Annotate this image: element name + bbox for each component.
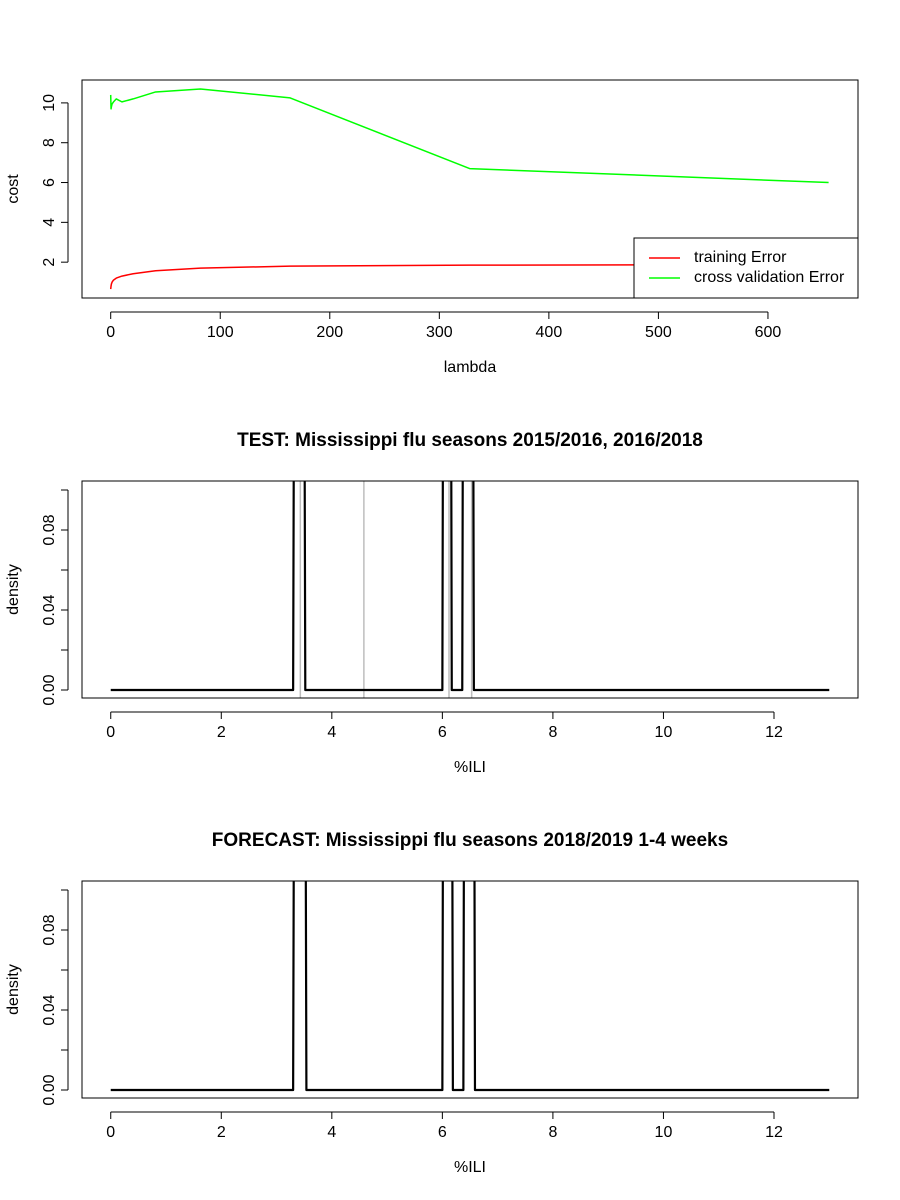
plot-frame <box>81 880 859 1099</box>
y-tick-label: 4 <box>41 218 58 227</box>
y-tick-label: 0.00 <box>41 1074 58 1105</box>
x-tick-label: 600 <box>755 324 782 341</box>
x-tick-label: 6 <box>438 724 447 741</box>
plot-frame <box>81 480 859 699</box>
chart-title: FORECAST: Mississippi flu seasons 2018/2… <box>212 830 728 851</box>
x-tick-label: 8 <box>548 1124 557 1141</box>
legend-label: training Error <box>694 249 787 266</box>
x-tick-label: 10 <box>655 724 673 741</box>
x-axis-label: %ILI <box>454 759 486 776</box>
y-tick-label: 0.08 <box>41 514 58 545</box>
series-line <box>109 88 829 184</box>
x-tick-label: 200 <box>316 324 343 341</box>
x-tick-label: 400 <box>536 324 563 341</box>
y-axis-label: density <box>5 564 22 615</box>
x-axis-label: lambda <box>444 359 497 376</box>
y-tick-label: 0.00 <box>41 674 58 705</box>
x-tick-label: 0 <box>106 1124 115 1141</box>
y-axis-label: cost <box>5 174 22 204</box>
x-tick-label: 12 <box>765 1124 783 1141</box>
x-tick-label: 4 <box>327 724 336 741</box>
series-line <box>109 263 829 290</box>
x-tick-label: 2 <box>217 724 226 741</box>
x-tick-label: 300 <box>426 324 453 341</box>
plot-frame <box>81 79 859 299</box>
x-tick-label: 8 <box>548 724 557 741</box>
x-tick-label: 500 <box>645 324 672 341</box>
x-tick-label: 100 <box>207 324 234 341</box>
y-tick-label: 0.04 <box>41 994 58 1025</box>
y-tick-label: 0.04 <box>41 594 58 625</box>
y-tick-label: 2 <box>41 258 58 267</box>
x-tick-label: 2 <box>217 1124 226 1141</box>
legend-box <box>633 237 859 299</box>
x-tick-label: 12 <box>765 724 783 741</box>
x-axis-label: %ILI <box>454 1159 486 1176</box>
chart-title: TEST: Mississippi flu seasons 2015/2016,… <box>237 430 703 451</box>
legend-label: cross validation Error <box>694 269 845 286</box>
y-axis-label: density <box>5 964 22 1015</box>
x-tick-label: 4 <box>327 1124 336 1141</box>
x-tick-label: 0 <box>106 324 115 341</box>
x-tick-label: 6 <box>438 1124 447 1141</box>
x-tick-label: 0 <box>106 724 115 741</box>
series-line <box>110 481 830 692</box>
x-tick-label: 10 <box>655 1124 673 1141</box>
y-tick-label: 6 <box>41 178 58 187</box>
y-tick-label: 0.08 <box>41 914 58 945</box>
y-tick-label: 8 <box>41 138 58 147</box>
y-tick-label: 10 <box>41 94 58 112</box>
